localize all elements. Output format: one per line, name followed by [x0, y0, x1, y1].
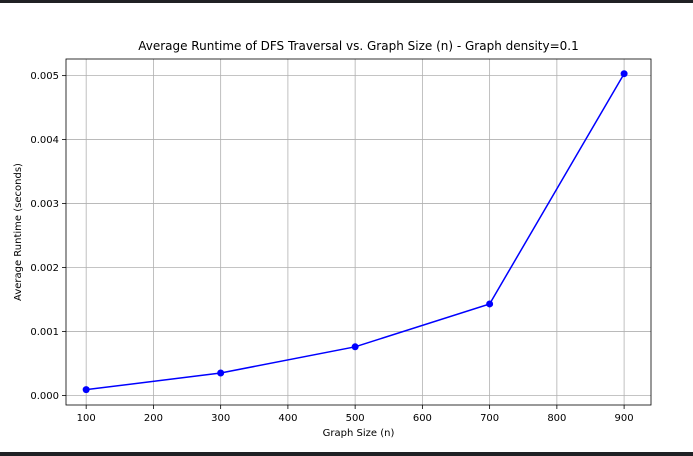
x-axis: 100 200 300 400 500 600 700 800 900 — [77, 405, 634, 424]
grid-lines — [66, 59, 651, 405]
chart-canvas: 100 200 300 400 500 600 700 800 900 0.000 0.001 0.… — [0, 3, 693, 452]
x-tick-label: 100 — [77, 413, 96, 424]
y-tick-label: 0.001 — [30, 327, 59, 338]
data-point — [486, 300, 493, 307]
y-tick-label: 0.004 — [30, 135, 59, 146]
data-point — [621, 70, 628, 77]
x-tick-label: 200 — [144, 413, 163, 424]
chart-title: Average Runtime of DFS Traversal vs. Gra… — [138, 39, 579, 53]
x-tick-label: 400 — [278, 413, 297, 424]
y-tick-label: 0.003 — [30, 199, 59, 210]
y-tick-label: 0.005 — [30, 71, 59, 82]
data-point — [217, 370, 224, 377]
line-chart: 100 200 300 400 500 600 700 800 900 0.0000.0010.… — [0, 3, 693, 452]
x-tick-label: 900 — [615, 413, 634, 424]
window-frame-bottom — [0, 452, 693, 456]
y-tick-label: 0.000 — [30, 391, 59, 402]
x-tick-label: 800 — [547, 413, 566, 424]
x-tick-label: 700 — [480, 413, 499, 424]
data-point — [83, 386, 90, 393]
x-tick-label: 300 — [211, 413, 230, 424]
data-point — [352, 343, 359, 350]
x-axis-label: Graph Size (n) — [323, 428, 395, 439]
y-axis-label: Average Runtime (seconds) — [13, 163, 24, 301]
y-tick-label: 0.002 — [30, 263, 59, 274]
x-tick-label: 600 — [413, 413, 432, 424]
x-tick-label: 500 — [346, 413, 365, 424]
y-axis: 0.000 0.001 0.002 0.003 0.004 0.005 — [30, 71, 66, 402]
